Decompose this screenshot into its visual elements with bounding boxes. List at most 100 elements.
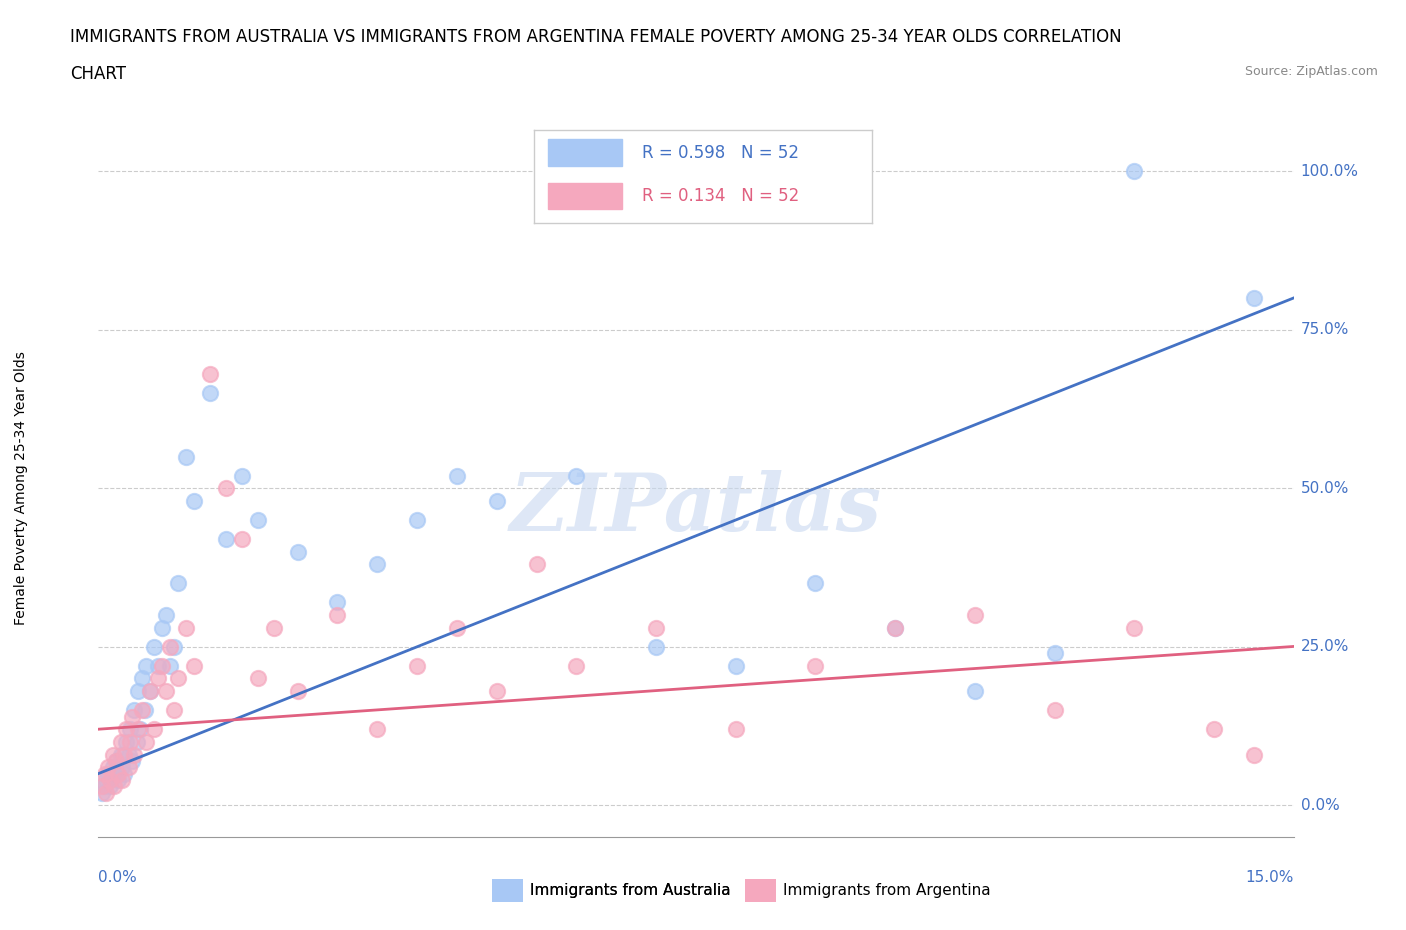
Point (366, 557, 388, 572)
Point (135, 735, 157, 750)
Point (155, 684, 177, 698)
Point (107, 773, 129, 788)
Point (111, 760, 134, 775)
Point (246, 671, 269, 686)
Point (101, 747, 124, 762)
Point (724, 658, 747, 673)
Point (446, 620, 468, 635)
Point (143, 722, 166, 737)
Point (326, 607, 349, 622)
Point (246, 512, 269, 527)
Point (526, 557, 548, 572)
Point (167, 671, 190, 686)
Point (91, 785, 114, 800)
Point (124, 703, 146, 718)
Point (1243, 747, 1265, 762)
Point (139, 684, 162, 698)
Point (150, 658, 173, 673)
Point (287, 544, 309, 559)
Point (98, 778, 122, 793)
Point (103, 766, 125, 781)
Point (104, 753, 127, 768)
Point (103, 778, 125, 793)
Point (163, 639, 186, 654)
Point (104, 753, 127, 768)
Point (94, 766, 117, 781)
Point (96, 785, 118, 800)
Text: Immigrants from Argentina: Immigrants from Argentina (783, 884, 991, 898)
Point (127, 684, 149, 698)
Point (884, 620, 907, 635)
Point (485, 684, 508, 698)
Point (94, 778, 117, 793)
Point (121, 753, 143, 768)
Point (1123, 164, 1146, 179)
Point (287, 684, 309, 698)
Point (804, 576, 827, 591)
Point (150, 620, 173, 635)
Text: ZIPatlas: ZIPatlas (510, 471, 882, 548)
Point (120, 722, 142, 737)
Text: R = 0.134   N = 52: R = 0.134 N = 52 (643, 187, 800, 206)
Point (231, 532, 253, 547)
Point (174, 620, 197, 635)
Point (96, 773, 118, 788)
Point (198, 366, 221, 381)
Point (174, 449, 197, 464)
Point (326, 595, 349, 610)
Point (231, 468, 253, 483)
Point (645, 639, 668, 654)
Point (884, 620, 907, 635)
Point (97, 760, 120, 775)
Point (118, 747, 141, 762)
Point (118, 760, 141, 775)
Text: Immigrants from Australia: Immigrants from Australia (530, 884, 731, 898)
Point (485, 494, 508, 509)
Point (1043, 645, 1066, 660)
Point (107, 766, 129, 781)
Point (101, 760, 124, 775)
Text: Immigrants from Australia: Immigrants from Australia (530, 884, 731, 898)
Point (115, 735, 138, 750)
Point (97, 766, 120, 781)
Text: R = 0.598   N = 52: R = 0.598 N = 52 (643, 143, 799, 162)
Point (131, 671, 153, 686)
Point (131, 703, 153, 718)
Text: Source: ZipAtlas.com: Source: ZipAtlas.com (1244, 65, 1378, 78)
Point (963, 607, 986, 622)
Point (183, 658, 205, 673)
Point (128, 722, 150, 737)
Text: 100.0%: 100.0% (1301, 164, 1358, 179)
Point (134, 703, 156, 718)
Point (1123, 620, 1146, 635)
Point (446, 468, 468, 483)
Point (1202, 722, 1225, 737)
Point (163, 703, 186, 718)
Text: 0.0%: 0.0% (1301, 798, 1340, 813)
Point (120, 735, 142, 750)
Point (406, 512, 429, 527)
Text: 75.0%: 75.0% (1301, 322, 1348, 338)
Point (139, 684, 162, 698)
Point (121, 709, 143, 724)
Text: 15.0%: 15.0% (1246, 870, 1294, 884)
Point (366, 722, 388, 737)
Point (565, 468, 588, 483)
Point (963, 684, 986, 698)
Point (1043, 703, 1066, 718)
Text: 50.0%: 50.0% (1301, 481, 1348, 496)
Point (215, 532, 238, 547)
Point (111, 773, 134, 788)
Point (1243, 290, 1265, 305)
Point (115, 722, 138, 737)
Text: Female Poverty Among 25-34 Year Olds: Female Poverty Among 25-34 Year Olds (14, 352, 28, 625)
Point (143, 639, 166, 654)
Point (724, 722, 747, 737)
Point (159, 658, 181, 673)
Point (91, 778, 114, 793)
Bar (548, 140, 621, 166)
Point (98, 773, 122, 788)
Point (198, 386, 221, 401)
Point (110, 747, 132, 762)
Point (124, 747, 146, 762)
